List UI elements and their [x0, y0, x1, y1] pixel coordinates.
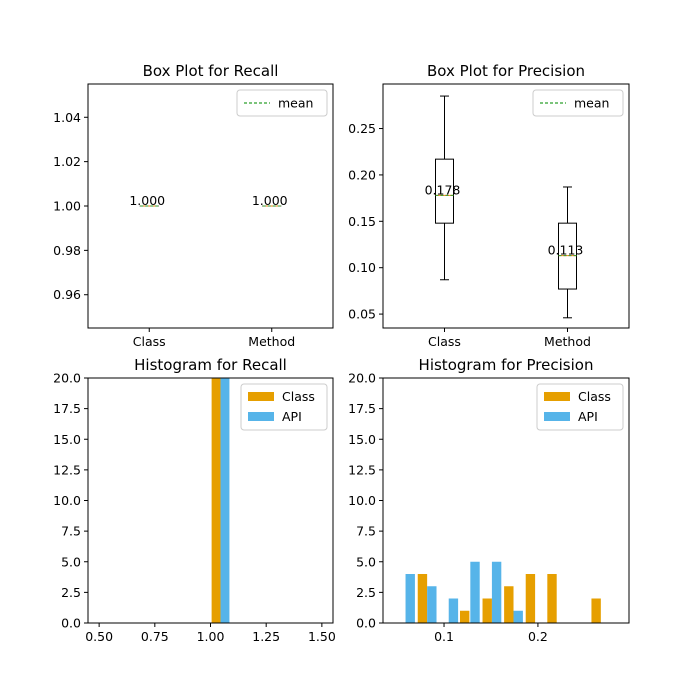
histogram-bar — [220, 378, 230, 623]
histogram-bar — [547, 574, 557, 623]
x-tick-label: 1.25 — [252, 629, 280, 644]
y-tick-label: 1.00 — [53, 199, 81, 214]
histogram-bar — [482, 598, 492, 623]
series-class — [211, 378, 221, 623]
y-tick-label: 0.96 — [53, 287, 81, 302]
axes-frame — [87, 377, 334, 624]
axes-frame — [382, 377, 630, 624]
legend-mean-label: mean — [278, 96, 313, 111]
legend-api-swatch — [248, 412, 274, 421]
legend: mean — [532, 89, 624, 117]
y-tick-label: 17.5 — [53, 401, 81, 416]
legend-class-swatch — [248, 392, 274, 401]
y-tick-label: 0.20 — [348, 167, 376, 182]
histogram-bar — [459, 610, 470, 623]
legend-api-label: API — [282, 409, 302, 424]
x-tick-label: Method — [544, 334, 591, 349]
hist-recall-panel: Histogram for Recall 0.0 2.5 5.0 7.5 10.0 12.5… — [53, 356, 336, 644]
y-tick-label: 0.10 — [348, 260, 376, 275]
chart-title: Histogram for Precision — [419, 356, 594, 374]
y-tick-label: 12.5 — [53, 462, 81, 477]
iqr-box — [435, 158, 454, 224]
histogram-bar — [448, 598, 459, 623]
series-api — [220, 378, 230, 623]
y-tick-label: 5.0 — [356, 554, 376, 569]
box-method: 1.000 — [252, 193, 288, 208]
y-tick-label: 0.15 — [348, 214, 376, 229]
y-tick-label: 0.0 — [356, 616, 376, 631]
y-tick-label: 1.04 — [53, 110, 81, 125]
chart-title: Histogram for Recall — [134, 356, 287, 374]
y-tick-label: 20.0 — [53, 371, 81, 386]
box-precision-panel: Box Plot for Precision 0.05 0.10 0.15 0.20 0.… — [348, 62, 630, 349]
box-class: 0.178 — [425, 95, 461, 281]
axes-frame — [87, 83, 334, 329]
legend-class-label: Class — [578, 389, 611, 404]
legend: Class API — [240, 383, 328, 431]
legend-class-label: Class — [282, 389, 315, 404]
mean-label: 1.000 — [129, 193, 165, 208]
histogram-bar — [504, 586, 514, 623]
histogram-bar — [211, 378, 221, 623]
x-tick-label: 0.2 — [528, 629, 548, 644]
histogram-bar — [427, 586, 437, 623]
y-tick-label: 7.5 — [356, 524, 376, 539]
legend-api-label: API — [578, 409, 598, 424]
x-tick-label: Class — [133, 334, 166, 349]
chart-title: Box Plot for Precision — [427, 62, 585, 80]
legend-frame — [532, 89, 624, 117]
series-api — [405, 561, 523, 623]
mean-label: 1.000 — [252, 193, 288, 208]
y-tick-label: 2.5 — [61, 585, 81, 600]
x-tick-label: Class — [428, 334, 461, 349]
y-tick-label: 17.5 — [348, 401, 376, 416]
y-tick-label: 0.05 — [348, 307, 376, 322]
legend: mean — [236, 89, 328, 117]
axes-frame — [382, 83, 630, 329]
box-class: 1.000 — [129, 193, 165, 208]
mean-label: 0.113 — [548, 243, 584, 258]
histogram-bar — [417, 574, 428, 623]
x-tick-label: 0.75 — [141, 629, 169, 644]
chart-title: Box Plot for Recall — [143, 62, 279, 80]
x-tick-label: 1.50 — [308, 629, 336, 644]
hist-precision-panel: Histogram for Precision 0.0 2.5 5.0 7.5 10.0 1… — [348, 356, 630, 644]
x-tick-label: 0.50 — [85, 629, 113, 644]
x-tick-label: Method — [248, 334, 295, 349]
legend-api-swatch — [544, 412, 570, 421]
y-tick-label: 12.5 — [348, 462, 376, 477]
histogram-bar — [470, 561, 480, 623]
x-tick-label: 0.1 — [434, 629, 454, 644]
y-tick-label: 0.0 — [61, 616, 81, 631]
histogram-bar — [525, 574, 536, 623]
box-method: 0.113 — [548, 186, 584, 319]
mean-label: 0.178 — [425, 182, 461, 197]
y-tick-label: 7.5 — [61, 524, 81, 539]
legend-frame — [236, 89, 328, 117]
y-tick-label: 10.0 — [348, 493, 376, 508]
y-tick-label: 0.98 — [53, 243, 81, 258]
box-recall-panel: Box Plot for Recall 0.96 0.98 1.00 1.02 1.04 C… — [53, 62, 334, 349]
legend: Class API — [536, 383, 624, 431]
y-tick-label: 0.25 — [348, 121, 376, 136]
y-tick-label: 10.0 — [53, 493, 81, 508]
legend-class-swatch — [544, 392, 570, 401]
legend-mean-label: mean — [574, 96, 609, 111]
y-tick-label: 15.0 — [348, 432, 376, 447]
histogram-bar — [513, 610, 523, 623]
series-class — [417, 574, 601, 623]
y-tick-label: 2.5 — [356, 585, 376, 600]
histogram-bar — [591, 598, 601, 623]
y-tick-label: 5.0 — [61, 554, 81, 569]
y-tick-label: 1.02 — [53, 154, 81, 169]
y-tick-label: 20.0 — [348, 371, 376, 386]
histogram-bar — [491, 561, 502, 623]
histogram-bar — [405, 574, 415, 623]
y-tick-label: 15.0 — [53, 432, 81, 447]
x-tick-label: 1.00 — [197, 629, 225, 644]
